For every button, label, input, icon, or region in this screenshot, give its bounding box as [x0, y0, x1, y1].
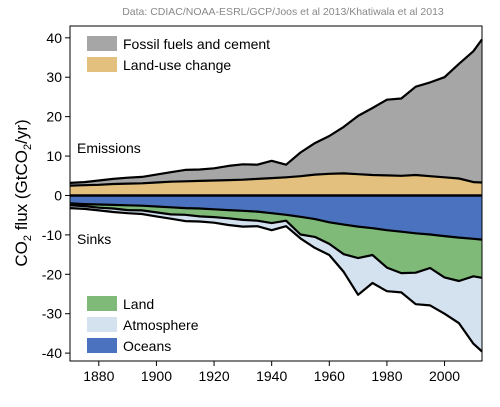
- legend-swatch-fossil: [87, 36, 117, 51]
- legend-swatch-oceans: [87, 338, 117, 353]
- legend-swatch-land: [87, 296, 117, 311]
- emissions-label: Emissions: [77, 140, 141, 156]
- x-tick-label: 1980: [371, 368, 402, 384]
- x-tick-label: 2000: [429, 368, 460, 384]
- source-note: Data: CDIAC/NOAA-ESRL/GCP/Joos et al 201…: [122, 6, 444, 18]
- legend-swatch-atmosphere: [87, 317, 117, 332]
- axes: 40 30 20 10 0 -10 -20 -30 -40 1880 1900 1920 1940 196…: [42, 25, 483, 384]
- y-tick-label: -40: [42, 345, 62, 361]
- x-tick-label: 1960: [314, 368, 345, 384]
- plot-frame: [69, 25, 483, 362]
- legend-bottom: Land Atmosphere Oceans: [87, 296, 199, 354]
- y-tick-label: -10: [42, 227, 62, 243]
- legend-label-land: Land: [123, 296, 154, 312]
- legend-label-landuse: Land-use change: [123, 57, 231, 73]
- legend-label-fossil: Fossil fuels and cement: [123, 36, 270, 52]
- y-tick-label: 30: [46, 69, 62, 85]
- y-axis-label: CO2 flux (GtCO2/yr): [12, 119, 34, 266]
- y-tick-label: -30: [42, 306, 62, 322]
- area-atmosphere: [70, 205, 482, 352]
- x-tick-label: 1920: [198, 368, 229, 384]
- y-tick-label: 40: [46, 30, 62, 46]
- line-landuse-top: [69, 172, 483, 187]
- y-tick-label: 0: [54, 187, 62, 203]
- area-fossil-fuels: [70, 39, 482, 186]
- legend-label-oceans: Oceans: [123, 338, 171, 354]
- line-atmosphere-bottom: [69, 207, 483, 353]
- area-land: [70, 203, 482, 281]
- line-land-bottom: [69, 204, 483, 283]
- legend-label-atmosphere: Atmosphere: [123, 317, 199, 333]
- line-oceans-bottom: [69, 202, 483, 241]
- x-tick-label: 1900: [141, 368, 172, 384]
- line-fossil-top: [69, 38, 483, 184]
- y-tick-label: 10: [46, 148, 62, 164]
- legend-top: Fossil fuels and cement Land-use change: [87, 36, 270, 73]
- sinks-label: Sinks: [77, 231, 111, 247]
- plot-area: [69, 38, 483, 353]
- x-tick-label: 1940: [256, 368, 287, 384]
- y-tick-label: 20: [46, 109, 62, 125]
- y-tick-label: -20: [42, 266, 62, 282]
- x-tick-label: 1880: [83, 368, 114, 384]
- area-land-use-change: [70, 173, 482, 196]
- legend-swatch-landuse: [87, 57, 117, 72]
